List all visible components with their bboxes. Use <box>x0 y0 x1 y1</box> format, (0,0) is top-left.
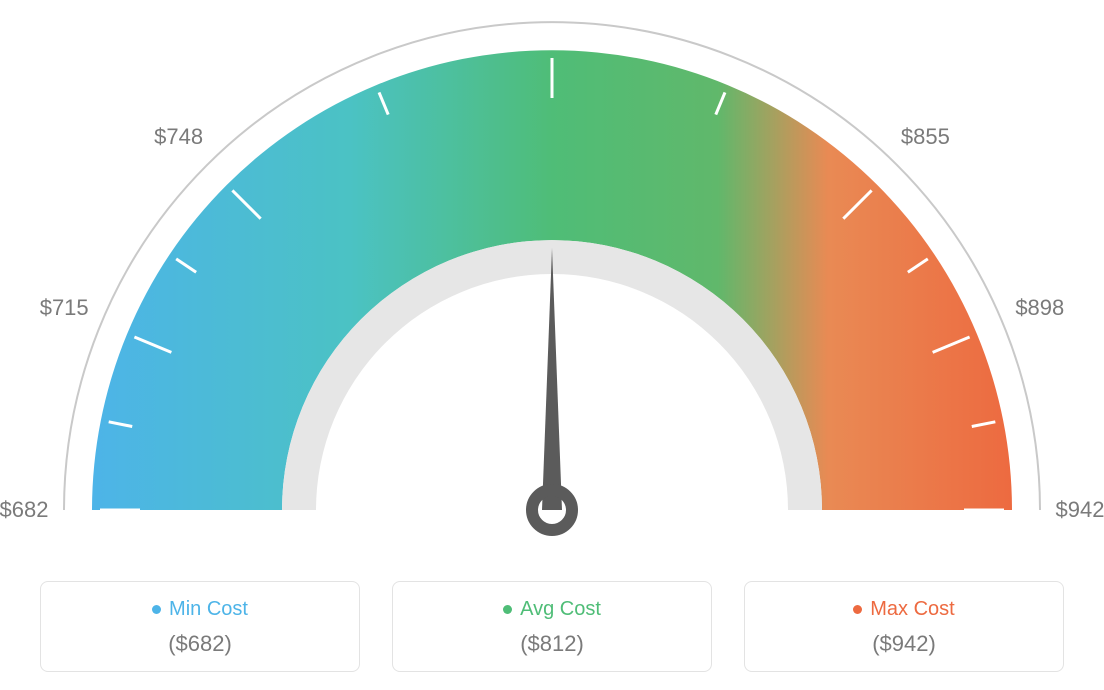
gauge-tick-label: $898 <box>1015 295 1064 321</box>
gauge-chart: $682$715$748$812$855$898$942 <box>0 0 1104 560</box>
legend-card-max: Max Cost ($942) <box>744 581 1064 672</box>
legend-label-avg: Avg Cost <box>520 598 601 621</box>
legend-card-min: Min Cost ($682) <box>40 581 360 672</box>
legend-dot-avg <box>503 605 512 614</box>
legend-dot-max <box>853 605 862 614</box>
gauge-tick-label: $855 <box>901 124 950 150</box>
legend-row: Min Cost ($682) Avg Cost ($812) Max Cost… <box>0 581 1104 672</box>
legend-value-avg: ($812) <box>401 631 703 657</box>
legend-label-min: Min Cost <box>169 598 248 621</box>
legend-title-max: Max Cost <box>853 598 954 621</box>
legend-title-min: Min Cost <box>152 598 248 621</box>
gauge-svg <box>0 0 1104 560</box>
gauge-tick-label: $715 <box>40 295 89 321</box>
gauge-tick-label: $942 <box>1056 497 1104 523</box>
legend-value-max: ($942) <box>753 631 1055 657</box>
gauge-tick-label: $748 <box>154 124 203 150</box>
gauge-tick-label: $682 <box>0 497 48 523</box>
legend-title-avg: Avg Cost <box>503 598 601 621</box>
legend-dot-min <box>152 605 161 614</box>
gauge-needle <box>542 248 562 510</box>
legend-card-avg: Avg Cost ($812) <box>392 581 712 672</box>
legend-label-max: Max Cost <box>870 598 954 621</box>
legend-value-min: ($682) <box>49 631 351 657</box>
